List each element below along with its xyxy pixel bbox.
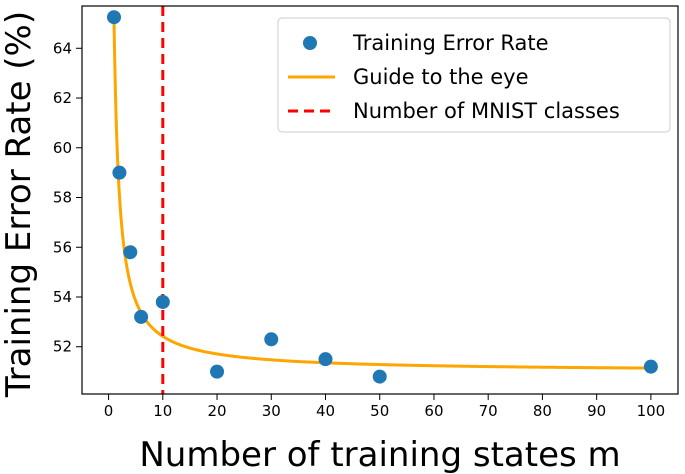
data-point [106, 10, 121, 25]
legend-marker-scatter [303, 36, 317, 50]
x-tick-label: 70 [479, 402, 498, 420]
y-tick-label: 56 [53, 238, 72, 256]
x-tick-label: 30 [262, 402, 281, 420]
x-tick-label: 100 [637, 402, 666, 420]
legend-box [277, 17, 671, 133]
x-axis: 0 10 20 30 40 50 60 70 80 90 100 [104, 394, 665, 420]
x-tick-label: 80 [533, 402, 552, 420]
data-point [134, 309, 149, 324]
legend-label-guide-to-the-eye: Guide to the eye [353, 65, 529, 89]
x-tick-label: 60 [424, 402, 443, 420]
x-tick-label: 0 [104, 402, 114, 420]
legend-label-training-error-rate: Training Error Rate [352, 31, 549, 55]
data-point [155, 294, 170, 309]
plot-area [106, 6, 658, 394]
data-point [372, 369, 387, 384]
y-tick-label: 58 [53, 189, 72, 207]
x-axis-label: Number of training states m [139, 435, 620, 474]
legend: Training Error Rate Guide to the eye Num… [277, 17, 671, 133]
x-tick-label: 50 [370, 402, 389, 420]
y-tick-label: 60 [53, 139, 72, 157]
data-point [318, 352, 333, 367]
y-tick-label: 52 [53, 338, 72, 356]
data-point [264, 332, 279, 347]
x-tick-label: 20 [207, 402, 226, 420]
data-point [112, 165, 127, 180]
guide-to-the-eye-line [112, 18, 651, 370]
y-tick-label: 64 [53, 39, 72, 57]
data-point [123, 245, 138, 260]
x-tick-label: 10 [153, 402, 172, 420]
data-point [210, 364, 225, 379]
data-point [643, 359, 658, 374]
y-axis: 52 54 56 58 60 62 64 [53, 39, 82, 356]
y-tick-label: 62 [53, 89, 72, 107]
x-tick-label: 40 [316, 402, 335, 420]
y-axis-label: Training Error Rate (%) [0, 11, 39, 398]
legend-label-mnist-classes: Number of MNIST classes [353, 99, 620, 123]
y-tick-label: 54 [53, 288, 72, 306]
x-tick-label: 90 [587, 402, 606, 420]
